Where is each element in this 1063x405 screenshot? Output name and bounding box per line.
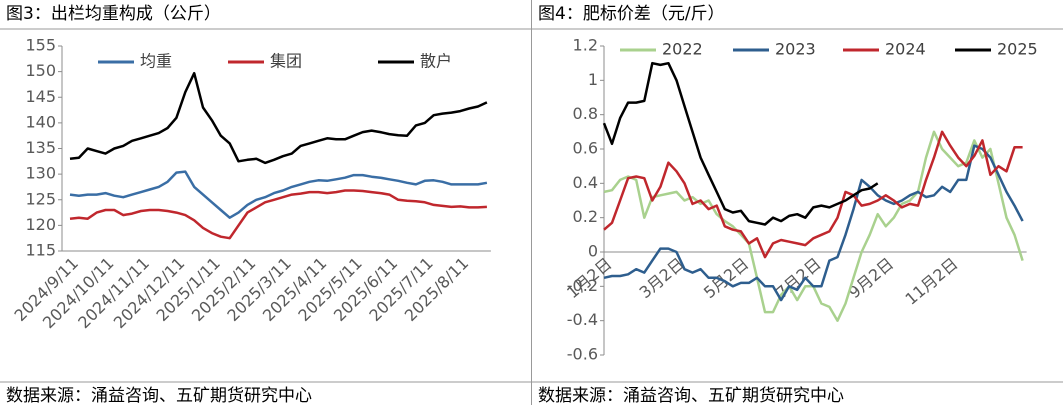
y-tick-label: 135 (25, 138, 56, 157)
series-line (69, 189, 487, 240)
legend-label: 散户 (420, 52, 452, 71)
y-tick-label: -0.4 (567, 310, 598, 329)
x-tick-label: 11月2日 (901, 254, 961, 309)
y-tick-label: -0.6 (567, 345, 598, 364)
legend-label: 均重 (140, 52, 172, 71)
legend-label: 2022 (662, 40, 703, 59)
y-tick-label: 0.2 (573, 207, 598, 226)
series-line (602, 61, 879, 226)
legend-label: 集团 (270, 52, 302, 71)
y-tick-label: 0 (588, 242, 598, 261)
y-tick-label: 1.2 (573, 36, 598, 55)
chart-title: 图4：肥标价差（元/斤） (538, 4, 725, 24)
y-tick-label: 115 (25, 241, 56, 260)
y-tick-label: 150 (25, 61, 56, 80)
series-line (603, 130, 1023, 259)
y-tick-label: 155 (25, 36, 56, 55)
y-tick-label: 140 (25, 112, 56, 131)
legend-label: 2024 (885, 40, 926, 59)
y-tick-label: 1 (588, 70, 598, 89)
legend-label: 2025 (997, 40, 1038, 59)
y-tick-label: 120 (25, 215, 56, 234)
y-tick-label: 130 (25, 164, 56, 183)
y-tick-label: 125 (25, 189, 56, 208)
chart-title: 图3：出栏均重构成（公斤） (6, 4, 221, 24)
y-tick-label: 0.6 (573, 139, 598, 158)
y-tick-label: 0.4 (573, 173, 598, 192)
series-line (69, 71, 488, 165)
source-note: 数据来源：涌益咨询、五矿期货研究中心 (538, 386, 844, 405)
source-note: 数据来源：涌益咨询、五矿期货研究中心 (6, 386, 312, 405)
series-line (69, 170, 488, 219)
y-tick-label: 0.8 (573, 104, 598, 123)
y-tick-label: 145 (25, 87, 56, 106)
series-line (603, 144, 1024, 302)
y-tick-label: -0.2 (567, 276, 598, 295)
legend-label: 2023 (775, 40, 816, 59)
